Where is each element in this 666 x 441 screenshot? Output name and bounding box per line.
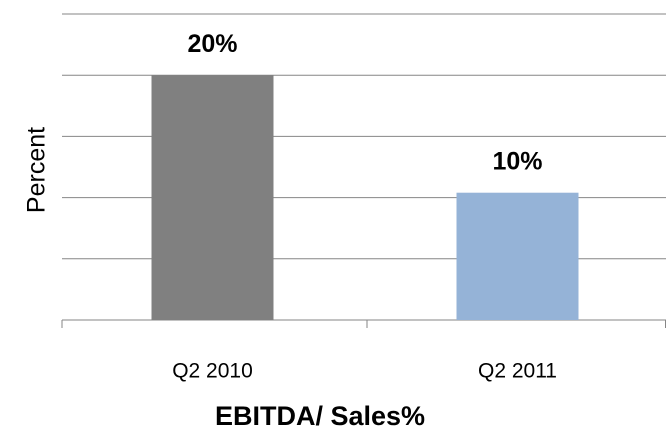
x-tick-label: Q2 2011 xyxy=(478,360,557,383)
x-tick-label: Q2 2010 xyxy=(172,360,253,383)
value-label: 10% xyxy=(492,147,542,175)
bar xyxy=(456,192,579,320)
bar xyxy=(151,75,274,320)
x-axis-label: EBITDA/ Sales% xyxy=(215,401,425,431)
value-label: 20% xyxy=(187,30,237,58)
y-axis-label: Percent xyxy=(23,127,51,213)
